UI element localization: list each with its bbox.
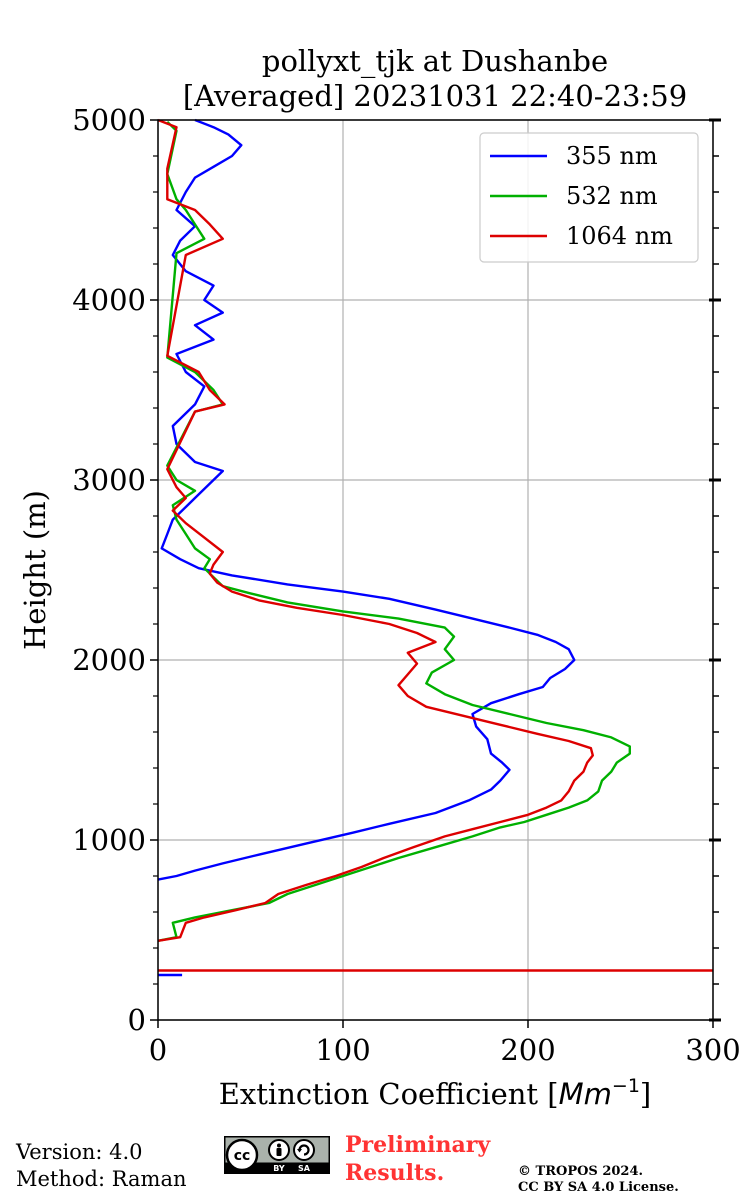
y-tick-label-0: 0	[128, 1003, 146, 1037]
x-axis-label: Extinction Coefficient [Mm−1]	[219, 1075, 652, 1111]
method-text: Method: Raman	[16, 1167, 187, 1191]
cc-by-sa-license-badge[interactable]: cc BY SA	[224, 1136, 330, 1174]
copyright-notice: © TROPOS 2024. CC BY SA 4.0 License.	[518, 1164, 679, 1196]
preliminary-line2: Results.	[345, 1160, 445, 1186]
share-alike-icon	[293, 1139, 315, 1161]
y-axis-label: Height (m)	[18, 490, 52, 650]
copyright-line2: CC BY SA 4.0 License.	[518, 1180, 679, 1195]
attribution-person-icon	[268, 1139, 290, 1161]
cc-logo-icon	[225, 1138, 259, 1172]
series-line-1064-nm-2	[157, 118, 594, 942]
y-tick-label-3000: 3000	[72, 463, 146, 497]
x-axis-label-unit: Mm	[559, 1077, 612, 1111]
x-axis-label-close: ]	[640, 1077, 651, 1111]
preliminary-line1: Preliminary	[345, 1132, 491, 1158]
x-axis-label-text: Extinction Coefficient [	[219, 1077, 559, 1111]
x-tick-label-200: 200	[500, 1033, 555, 1067]
chart-title-line1: pollyxt_tjk at Dushanbe	[262, 44, 608, 79]
y-tick-label-2000: 2000	[72, 643, 146, 677]
x-tick-label-300: 300	[685, 1033, 740, 1067]
plot-series	[157, 118, 713, 977]
footer-info: Version: 4.0 Method: Raman	[16, 1139, 187, 1193]
y-tick-label-1000: 1000	[72, 823, 146, 857]
x-axis-label-exponent: −1	[612, 1075, 640, 1097]
cc-logo-text: cc	[234, 1148, 251, 1164]
plot-area-frame	[157, 119, 714, 1021]
legend-label-532: 532 nm	[566, 182, 658, 210]
version-text: Version: 4.0	[16, 1140, 143, 1164]
y-tick-label-4000: 4000	[72, 283, 146, 317]
x-tick-label-100: 100	[315, 1033, 370, 1067]
legend-label-355: 355 nm	[566, 142, 658, 170]
badge-by-label: BY	[273, 1164, 285, 1173]
preliminary-results-notice: Preliminary Results.	[345, 1131, 490, 1187]
legend-label-1064: 1064 nm	[566, 222, 673, 250]
x-tick-label-0: 0	[149, 1033, 167, 1067]
badge-sa-label: SA	[298, 1164, 311, 1173]
chart-title-line2: [Averaged] 20231031 22:40-23:59	[183, 79, 687, 113]
copyright-line1: © TROPOS 2024.	[518, 1164, 644, 1179]
chart-legend: 355 nm 532 nm 1064 nm	[479, 132, 699, 263]
y-tick-label-5000: 5000	[72, 103, 146, 137]
legend-box	[479, 132, 699, 263]
